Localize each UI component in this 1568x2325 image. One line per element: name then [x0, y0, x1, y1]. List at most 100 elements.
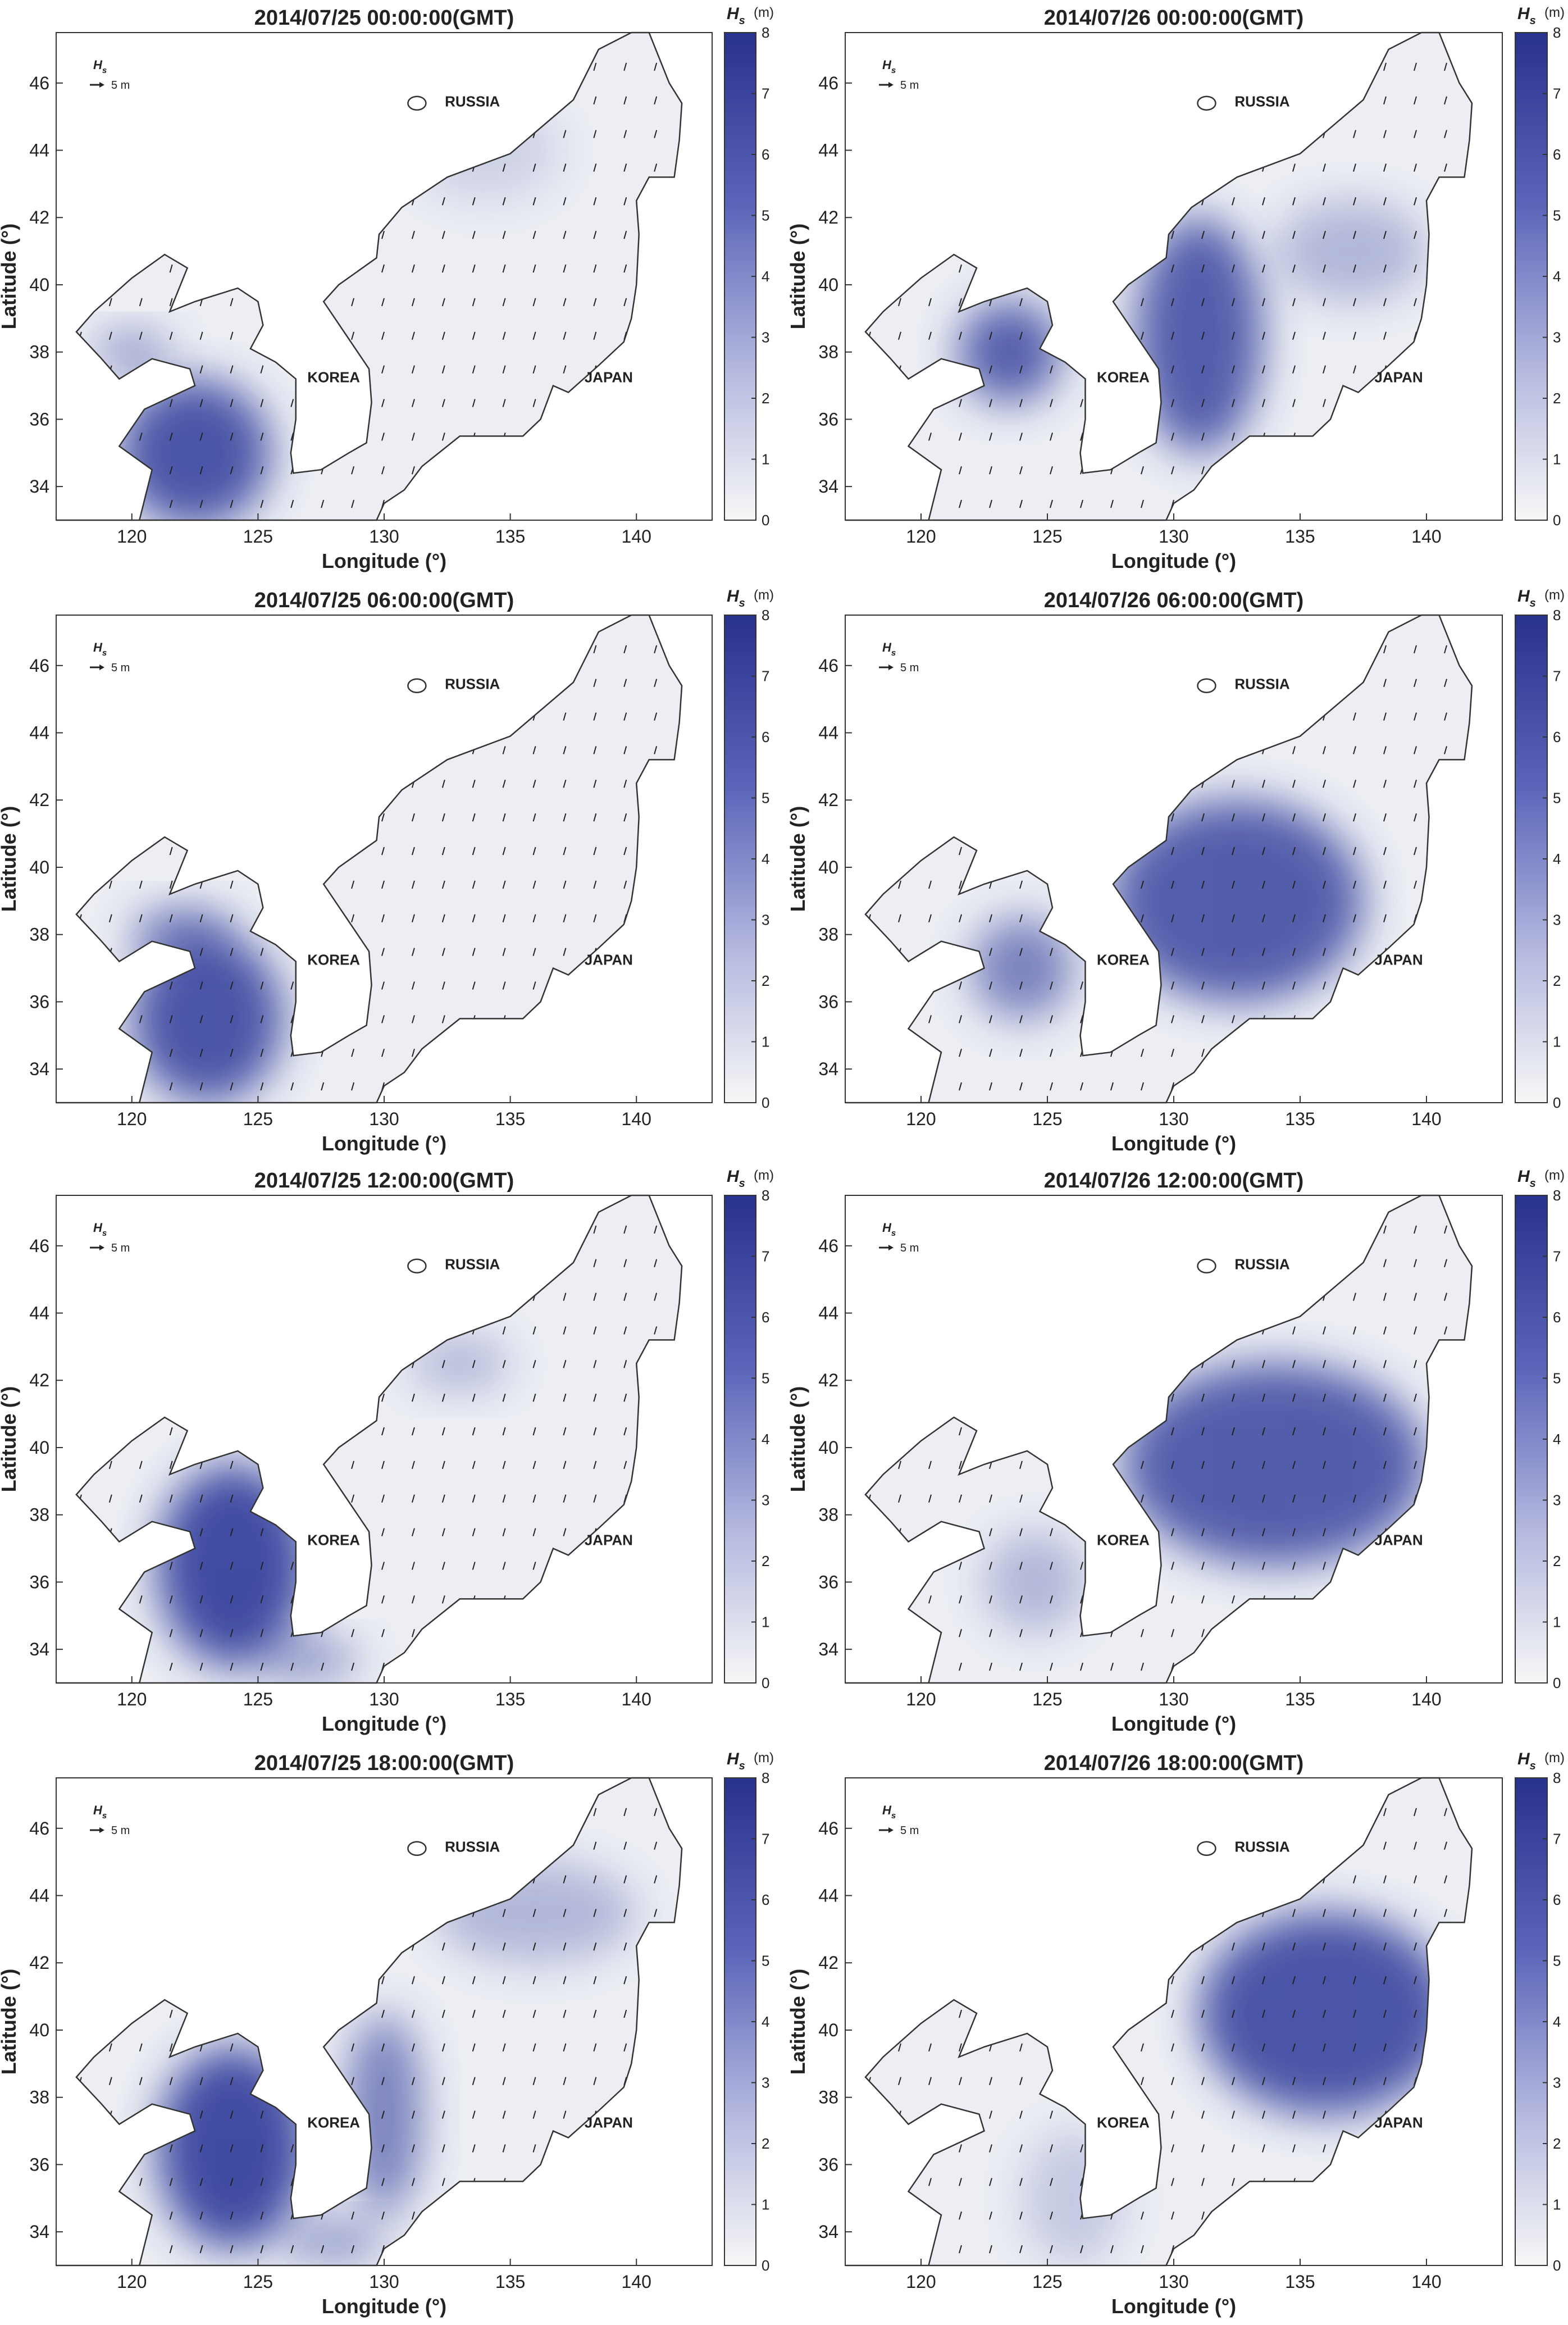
wave-arrow — [441, 1427, 445, 1436]
wave-arrow — [1444, 1808, 1447, 1817]
wave-arrow — [1383, 197, 1387, 206]
wave-arrow — [441, 1015, 445, 1023]
wave-arrow — [381, 2043, 385, 2052]
panel-title: 2014/07/25 06:00:00(GMT) — [254, 589, 514, 612]
y-tick-label: 44 — [818, 140, 838, 161]
wave-arrow — [351, 1662, 355, 1671]
wave-arrow — [1353, 880, 1356, 889]
wave-arrow — [623, 96, 627, 105]
wave-arrow — [1323, 813, 1326, 822]
wave-arrow — [502, 1909, 506, 1917]
wave-arrow — [928, 298, 932, 307]
y-tick-label: 36 — [818, 991, 838, 1012]
wave-arrow — [1262, 914, 1265, 923]
wave-arrow — [381, 1628, 385, 1637]
wave-arrow — [1383, 163, 1387, 172]
wave-arrow — [928, 914, 932, 923]
wave-arrow — [1080, 1562, 1083, 1570]
wave-arrow — [1050, 365, 1053, 374]
wave-arrow — [898, 2043, 901, 2052]
wave-arrow — [1171, 1015, 1174, 1023]
wave-arrow — [1353, 2110, 1356, 2119]
legend-text: 5 m — [900, 1824, 919, 1837]
wave-arrow — [260, 1528, 264, 1536]
wave-arrow — [1019, 365, 1023, 374]
wave-arrow — [169, 2211, 173, 2220]
wave-arrow — [989, 948, 992, 956]
wave-arrow — [351, 2211, 355, 2220]
wave-arrow — [381, 331, 385, 340]
wave-arrow — [472, 1942, 476, 1951]
wave-arrow — [959, 1460, 962, 1469]
wave-arrow — [959, 2009, 962, 2018]
wave-arrow — [1201, 433, 1205, 441]
wave-arrow — [1323, 1976, 1326, 1985]
wave-arrow — [1353, 1494, 1356, 1503]
wave-arrow — [623, 298, 627, 307]
wave-blob — [409, 1336, 510, 1391]
wave-arrow — [1171, 1562, 1174, 1570]
coastline — [845, 1777, 1473, 2267]
wave-arrow — [169, 2043, 173, 2052]
wave-arrow — [441, 197, 445, 206]
legend-symbol: Hs — [93, 1221, 107, 1238]
wave-arrow — [532, 1562, 536, 1570]
wave-arrow — [1050, 2144, 1053, 2153]
wave-arrow — [441, 981, 445, 990]
wave-arrow — [1353, 813, 1356, 822]
wave-arrow — [898, 2077, 901, 2086]
wave-arrow — [351, 499, 355, 508]
x-tick-label: 120 — [906, 2272, 936, 2292]
wave-arrow — [593, 645, 597, 654]
wave-arrow — [260, 433, 264, 441]
colorbar-label: Hs — [727, 4, 745, 27]
wave-arrow — [1019, 1662, 1023, 1671]
wave-arrow — [502, 914, 506, 923]
wave-arrow — [1232, 1528, 1235, 1536]
wave-arrow — [654, 679, 658, 688]
y-tick-label: 42 — [29, 1370, 49, 1390]
wave-arrow — [1232, 264, 1235, 273]
wave-arrow — [441, 298, 445, 307]
wave-arrow — [1323, 1909, 1326, 1917]
wave-arrow — [1323, 1460, 1326, 1469]
wave-arrow — [260, 1048, 264, 1057]
wave-arrow — [1171, 365, 1174, 374]
wave-arrow — [1171, 813, 1174, 822]
wave-arrow — [1262, 1976, 1265, 1985]
y-tick-label: 36 — [818, 2154, 838, 2174]
wave-arrow — [169, 1048, 173, 1057]
colorbar-unit: (m) — [1544, 5, 1565, 20]
wave-arrow — [1019, 1595, 1023, 1604]
wave-arrow — [411, 365, 415, 374]
wave-arrow — [1383, 1360, 1387, 1368]
wave-arrow — [1292, 264, 1296, 273]
wave-arrow — [1232, 2178, 1235, 2186]
wave-arrow — [654, 1909, 658, 1917]
wave-arrow — [1019, 2110, 1023, 2119]
x-tick-label: 125 — [1032, 526, 1062, 547]
wave-arrow — [989, 1662, 992, 1671]
wave-arrow — [1444, 1293, 1447, 1301]
wave-arrow — [381, 1048, 385, 1057]
wave-arrow — [1414, 163, 1417, 172]
wave-arrow — [1262, 1427, 1265, 1436]
wave-arrow — [411, 264, 415, 273]
wave-arrow — [1292, 2110, 1296, 2119]
wave-arrow — [623, 264, 627, 273]
wave-arrow — [1323, 2009, 1326, 2018]
wave-arrow — [1383, 298, 1387, 307]
wave-arrow — [1019, 331, 1023, 340]
x-tick-label: 140 — [1411, 526, 1441, 547]
wave-arrow — [989, 1562, 992, 1570]
wave-arrow — [1323, 746, 1326, 754]
wave-arrow — [1050, 2110, 1053, 2119]
wave-arrow — [1383, 1976, 1387, 1985]
wave-arrow — [1323, 2144, 1326, 2153]
wave-arrow — [1019, 2211, 1023, 2220]
wave-arrow — [1171, 298, 1174, 307]
wave-arrow — [1414, 2009, 1417, 2018]
wave-arrow — [1383, 1909, 1387, 1917]
wave-arrow — [139, 1595, 143, 1604]
wave-arrow — [230, 880, 234, 889]
